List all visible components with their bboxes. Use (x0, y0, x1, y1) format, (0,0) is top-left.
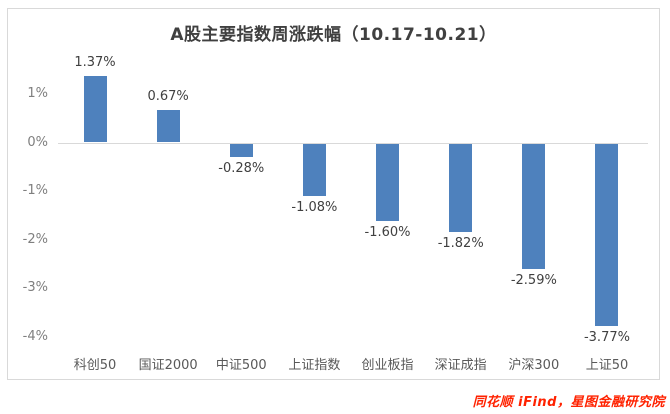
bar-value-label: -1.60% (364, 225, 411, 241)
bar-value-label: 0.67% (147, 89, 189, 104)
chart-bar (522, 143, 546, 270)
x-axis-category-label: 创业板指 (361, 358, 414, 373)
x-axis-category-label: 上证指数 (288, 358, 341, 373)
x-axis-category-label: 上证50 (585, 358, 629, 373)
chart-bar (302, 143, 326, 196)
y-axis-tick-label: 0% (27, 134, 48, 150)
bar-value-label: -3.77% (583, 330, 630, 346)
y-axis-tick-label: -2% (22, 231, 48, 247)
x-axis-category-label: 沪深300 (508, 358, 560, 373)
chart-bar (595, 143, 619, 327)
bar-value-label: -1.08% (291, 199, 338, 215)
plot-area: 1% 0% -1% -2% -3% -4% 1.37% 科创50 0.67% 国证2000 -0.2… (8, 9, 661, 381)
x-axis-category-label: 深证成指 (434, 358, 487, 373)
source-attribution: 同花顺 iFind，星图金融研究院 (472, 395, 665, 410)
chart-bar (83, 76, 107, 143)
x-axis-category-label: 国证2000 (138, 358, 198, 373)
zero-axis-line (58, 143, 648, 144)
chart-bar (229, 143, 253, 158)
y-axis-tick-label: -3% (22, 280, 48, 295)
chart-bar (449, 143, 473, 232)
y-axis-tick-label: -4% (22, 328, 48, 344)
x-axis-category-label: 中证500 (215, 358, 267, 373)
chart-panel: A股主要指数周涨跌幅（10.17-10.21） 1% 0% -1% -2% -3% -4%… (7, 8, 660, 380)
bar-value-label: -2.59% (510, 273, 557, 289)
y-axis-tick-label: -1% (22, 183, 48, 198)
chart-bar (376, 143, 400, 222)
x-axis-category-label: 科创50 (73, 358, 117, 373)
chart-title: A股主要指数周涨跌幅（10.17-10.21） (170, 25, 497, 45)
y-axis-tick-label: 1% (27, 86, 48, 101)
bar-value-label: -0.28% (218, 161, 265, 177)
chart-bar (156, 110, 180, 143)
bar-value-label: -1.82% (437, 235, 484, 251)
bar-value-label: 1.37% (74, 55, 116, 71)
